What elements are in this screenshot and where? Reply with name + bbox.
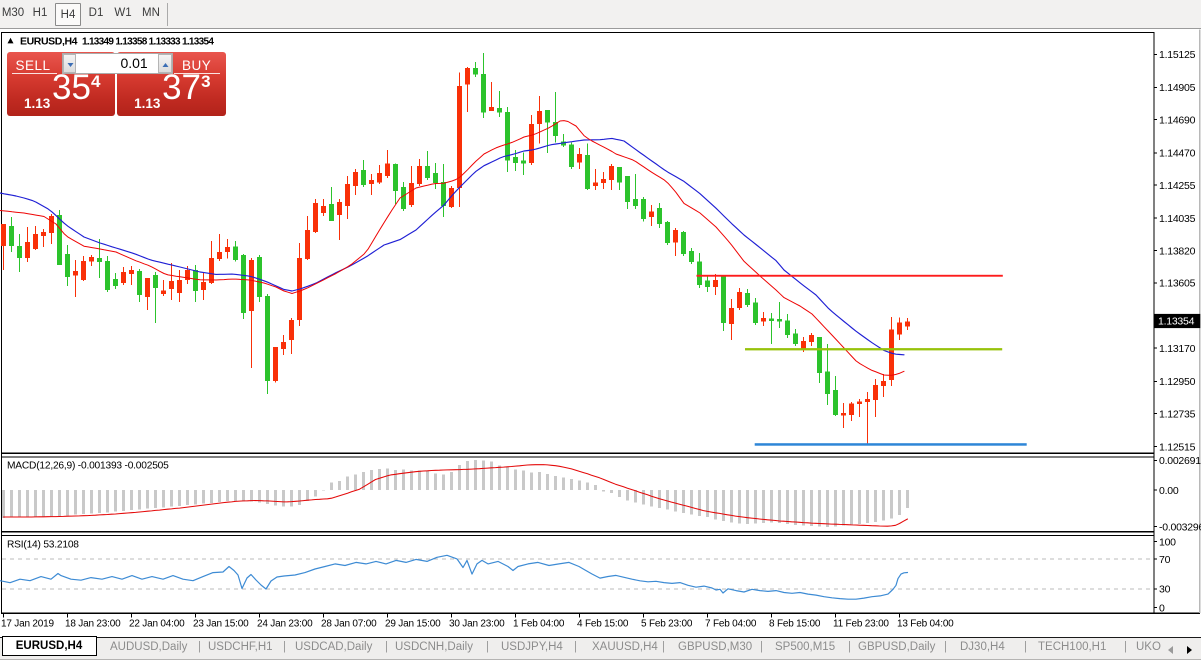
svg-text:7 Feb 04:00: 7 Feb 04:00	[705, 619, 757, 630]
svg-text:1.12950: 1.12950	[1159, 376, 1196, 388]
svg-text:1.15125: 1.15125	[1159, 49, 1196, 61]
svg-text:MACD(12,26,9) -0.001393 -0.002: MACD(12,26,9) -0.001393 -0.002505	[7, 461, 169, 472]
svg-text:0: 0	[1159, 602, 1165, 614]
svg-text:EURUSD,H4: EURUSD,H4	[20, 36, 78, 48]
svg-text:70: 70	[1159, 554, 1171, 566]
svg-text:1.14035: 1.14035	[1159, 213, 1196, 225]
svg-text:1.13605: 1.13605	[1159, 278, 1196, 290]
svg-text:17 Jan 2019: 17 Jan 2019	[1, 619, 54, 630]
svg-text:5 Feb 23:00: 5 Feb 23:00	[641, 619, 693, 630]
svg-text:1.13170: 1.13170	[1159, 343, 1196, 355]
svg-text:29 Jan 15:00: 29 Jan 15:00	[385, 619, 441, 630]
svg-text:1.13349 1.13358 1.13333 1.1335: 1.13349 1.13358 1.13333 1.13354	[82, 37, 214, 48]
svg-text:1.14470: 1.14470	[1159, 148, 1196, 160]
svg-text:RSI(14) 53.2108: RSI(14) 53.2108	[7, 540, 79, 551]
svg-text:18 Jan 23:00: 18 Jan 23:00	[65, 619, 121, 630]
svg-text:24 Jan 23:00: 24 Jan 23:00	[257, 619, 313, 630]
svg-text:23 Jan 15:00: 23 Jan 15:00	[193, 619, 249, 630]
svg-text:0.002691: 0.002691	[1159, 455, 1201, 467]
svg-text:4 Feb 15:00: 4 Feb 15:00	[577, 619, 629, 630]
svg-text:1.14255: 1.14255	[1159, 180, 1196, 192]
svg-text:1.13820: 1.13820	[1159, 245, 1196, 257]
svg-text:11 Feb 23:00: 11 Feb 23:00	[833, 619, 889, 630]
svg-text:1.12515: 1.12515	[1159, 442, 1196, 454]
svg-text:1.12735: 1.12735	[1159, 408, 1196, 420]
svg-text:100: 100	[1159, 536, 1176, 548]
svg-text:0.00: 0.00	[1159, 485, 1179, 497]
svg-text:-0.003296: -0.003296	[1159, 521, 1201, 533]
svg-text:28 Jan 07:00: 28 Jan 07:00	[321, 619, 377, 630]
svg-text:1.14690: 1.14690	[1159, 115, 1196, 127]
svg-text:30 Jan 23:00: 30 Jan 23:00	[449, 619, 505, 630]
svg-text:1.13354: 1.13354	[1158, 316, 1195, 328]
svg-text:1 Feb 04:00: 1 Feb 04:00	[513, 619, 565, 630]
svg-text:8 Feb 15:00: 8 Feb 15:00	[769, 619, 821, 630]
svg-text:22 Jan 04:00: 22 Jan 04:00	[129, 619, 185, 630]
svg-text:30: 30	[1159, 584, 1171, 596]
svg-text:13 Feb 04:00: 13 Feb 04:00	[897, 619, 954, 630]
svg-text:1.14905: 1.14905	[1159, 82, 1196, 94]
